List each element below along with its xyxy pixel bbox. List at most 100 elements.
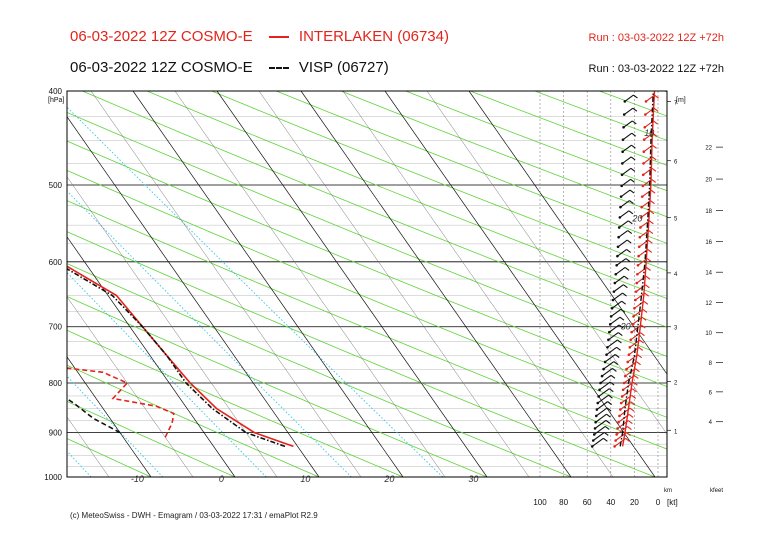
wind-barb-dot-station1 [634, 290, 638, 293]
wind-barb-dot-station2 [592, 433, 596, 436]
wind-axis-tick-label: 100 [533, 498, 547, 507]
wind-barb-flag-station1 [651, 178, 656, 183]
temperature-profile-station1 [67, 265, 294, 448]
wind-barb-dot-station2 [606, 345, 609, 349]
wind-barb-dot-station2 [621, 150, 624, 154]
pressure-tick-label: 800 [49, 379, 63, 388]
wind-barb-dot-station2 [600, 374, 604, 378]
wind-barb-flag-station2 [632, 107, 638, 112]
wind-barb-flag-station2 [604, 425, 610, 430]
wind-barb-dot-station2 [594, 420, 597, 424]
wind-barb-flag-station2 [626, 239, 632, 244]
wind-barb-station2 [606, 346, 617, 356]
wind-barb-flag-station1 [625, 437, 630, 442]
wind-barb-station2 [621, 167, 632, 176]
wind-barb-dot-station2 [597, 395, 600, 398]
isotherm [384, 91, 656, 477]
wind-speed-profile-station1 [621, 91, 656, 447]
dry-adiabat [67, 231, 656, 477]
wind-barb-flag-station1 [639, 339, 644, 344]
kfeet-tick-label: 6 [709, 390, 713, 396]
kfeet-tick-label: 20 [705, 178, 712, 184]
wind-barb-flag-station2 [625, 258, 631, 262]
wind-barb-station2 [618, 220, 629, 228]
isotherm [90, 91, 362, 477]
wind-barb-dot-station2 [619, 205, 622, 209]
wind-barb-dot-station2 [610, 306, 614, 310]
wind-barb-station2 [597, 394, 609, 404]
wind-barb-flag-station2 [603, 437, 608, 442]
wind-barb-dot-station2 [621, 162, 624, 165]
mixing-ratio-line [67, 271, 267, 477]
wind-barb-station2 [598, 388, 610, 397]
wind-barb-station1 [634, 300, 645, 309]
dry-adiabat [210, 91, 667, 272]
wind-axis-tick-label: 80 [559, 498, 568, 507]
wind-barb-flag-station2 [613, 361, 619, 365]
wind-barb-flag-station1 [651, 156, 657, 161]
isotherm [67, 116, 320, 477]
km-tick-label: 2 [674, 380, 678, 386]
isotherm [132, 91, 404, 477]
wind-barb-dot-station2 [618, 216, 622, 219]
wind-barb-flag-station2 [633, 94, 638, 99]
wind-barb-flag-station2 [610, 374, 616, 379]
pressure-tick-label: 500 [49, 181, 63, 190]
km-tick-label: 4 [674, 272, 678, 278]
station2-name: VISP (06727) [298, 59, 389, 76]
isotherm [67, 236, 236, 477]
pressure-tick-label: 400 [49, 87, 63, 96]
wind-barb-dot-station1 [644, 113, 647, 116]
wind-barb-dot-station2 [620, 184, 623, 188]
wind-barb-station2 [617, 248, 627, 257]
isotherm [300, 91, 572, 477]
wind-barb-flag-station2 [608, 388, 614, 393]
wind-barb-flag-station2 [626, 248, 631, 253]
wind-barb-dot-station1 [633, 306, 636, 310]
wind-barb-dot-station1 [641, 173, 645, 177]
wind-barb-dot-station1 [625, 367, 628, 371]
wind-axis-tick-label: 20 [630, 498, 639, 507]
wind-barb-flag-station1 [647, 249, 653, 253]
wind-barb-dot-station2 [596, 401, 600, 405]
wind-barb-dot-station2 [621, 138, 625, 141]
wind-barb-dot-station1 [640, 195, 644, 198]
wind-barb-dot-station1 [631, 323, 634, 326]
kfeet-axis-foot-label: kfeet [710, 488, 723, 494]
wind-barb-flag-station1 [644, 292, 650, 297]
wind-barb-dot-station1 [619, 408, 622, 411]
isotherm [216, 91, 488, 477]
wind-barb-dot-station2 [614, 272, 618, 276]
wind-barb-dot-station2 [615, 264, 618, 267]
wind-barb-station1 [642, 178, 652, 187]
pressure-tick-label: 600 [49, 258, 63, 267]
wind-barb-flag-station1 [643, 300, 649, 305]
wind-barb-flag-station2 [617, 339, 622, 344]
wind-barb-station2 [608, 324, 620, 333]
wind-barb-station2 [622, 144, 632, 153]
dry-adiabat [67, 329, 404, 477]
isotherm [468, 91, 667, 375]
wind-barb-station1 [627, 354, 638, 363]
mixing-ratio-line [0, 91, 24, 477]
wind-barb-dot-station2 [613, 281, 617, 285]
legend-line-station1 [268, 36, 289, 39]
wind-barb-dot-station2 [620, 173, 624, 177]
wind-barb-flag-station1 [652, 132, 658, 137]
wind-barb-dot-station1 [629, 338, 633, 342]
wind-barb-station2 [622, 132, 633, 141]
wind-barb-station2 [604, 354, 616, 363]
dry-adiabat [67, 364, 320, 477]
wind-barb-station1 [639, 230, 650, 238]
mixing-ratio-line [67, 106, 444, 477]
wind-barb-flag-station2 [618, 324, 624, 329]
wind-barb-dot-station1 [643, 126, 647, 129]
wind-barb-flag-station1 [646, 258, 652, 263]
wind-barb-flag-station2 [631, 120, 637, 125]
wind-barb-station2 [617, 239, 628, 248]
isotherm [67, 476, 68, 477]
km-tick-label: 6 [674, 160, 678, 166]
wind-barb-flag-station1 [649, 220, 654, 225]
wind-barb-dot-station1 [636, 272, 639, 276]
wind-barb-station2 [616, 258, 627, 266]
